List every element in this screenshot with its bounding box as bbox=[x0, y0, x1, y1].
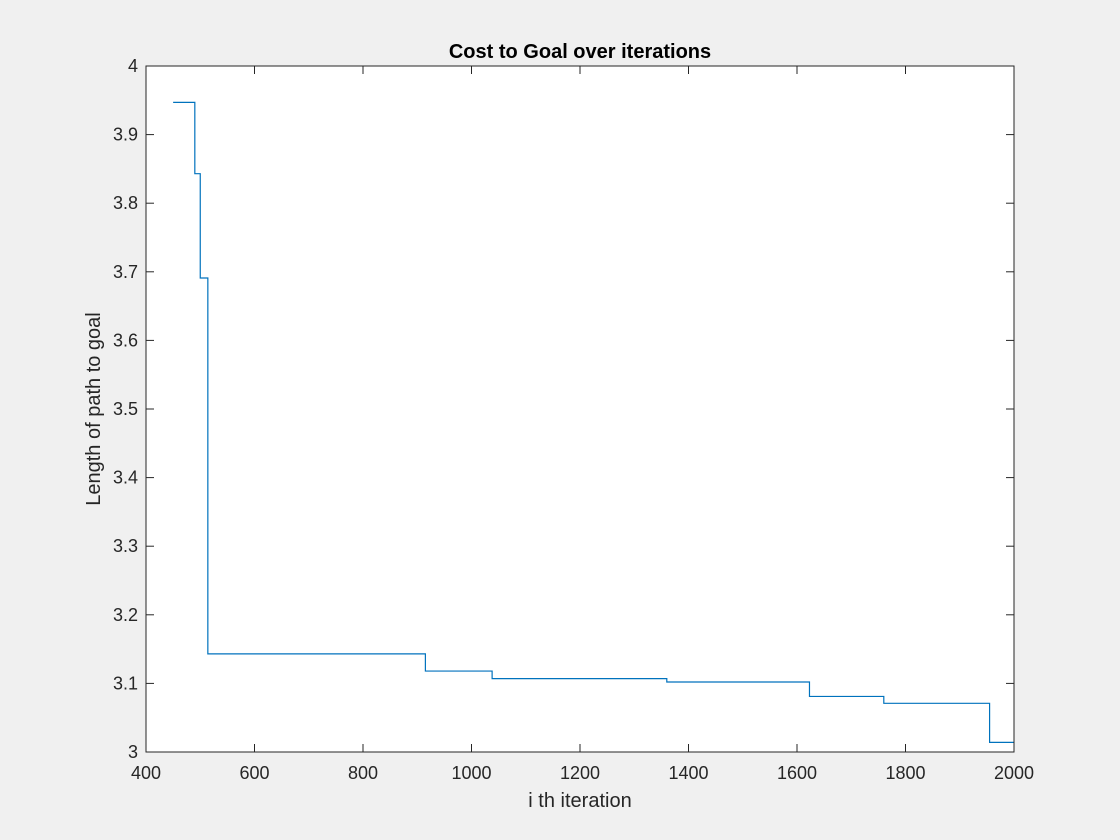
axis-tick-labels: 400 600 800 1000 1200 1400 1600 1800 2000 3 3.1 3.2… bbox=[113, 56, 1034, 783]
y-tick-label: 3 bbox=[128, 742, 138, 762]
x-tick-label: 2000 bbox=[994, 763, 1034, 783]
y-tick-label: 4 bbox=[128, 56, 138, 76]
series-line bbox=[173, 101, 1014, 743]
axes-box bbox=[145, 65, 1015, 753]
x-tick-label: 1400 bbox=[668, 763, 708, 783]
x-tick-label: 1000 bbox=[451, 763, 491, 783]
x-tick-label: 800 bbox=[348, 763, 378, 783]
y-axis-label: Length of path to goal bbox=[83, 312, 105, 506]
y-tick-label: 3.1 bbox=[113, 673, 138, 693]
chart-title: Cost to Goal over iterations bbox=[449, 41, 711, 63]
data-series bbox=[173, 101, 1014, 743]
y-tick-label: 3.6 bbox=[113, 330, 138, 350]
y-tick-label: 3.2 bbox=[113, 605, 138, 625]
x-tick-label: 1200 bbox=[560, 763, 600, 783]
y-tick-label: 3.5 bbox=[113, 399, 138, 419]
x-axis-label: i th iteration bbox=[528, 790, 631, 812]
y-tick-label: 3.3 bbox=[113, 536, 138, 556]
y-tick-label: 3.9 bbox=[113, 125, 138, 145]
x-tick-label: 1800 bbox=[885, 763, 925, 783]
x-tick-label: 400 bbox=[131, 763, 161, 783]
y-tick-label: 3.7 bbox=[113, 262, 138, 282]
x-tick-label: 600 bbox=[239, 763, 269, 783]
y-tick-label: 3.8 bbox=[113, 193, 138, 213]
axes-background bbox=[146, 66, 1014, 752]
x-tick-label: 1600 bbox=[777, 763, 817, 783]
y-tick-label: 3.4 bbox=[113, 468, 138, 488]
